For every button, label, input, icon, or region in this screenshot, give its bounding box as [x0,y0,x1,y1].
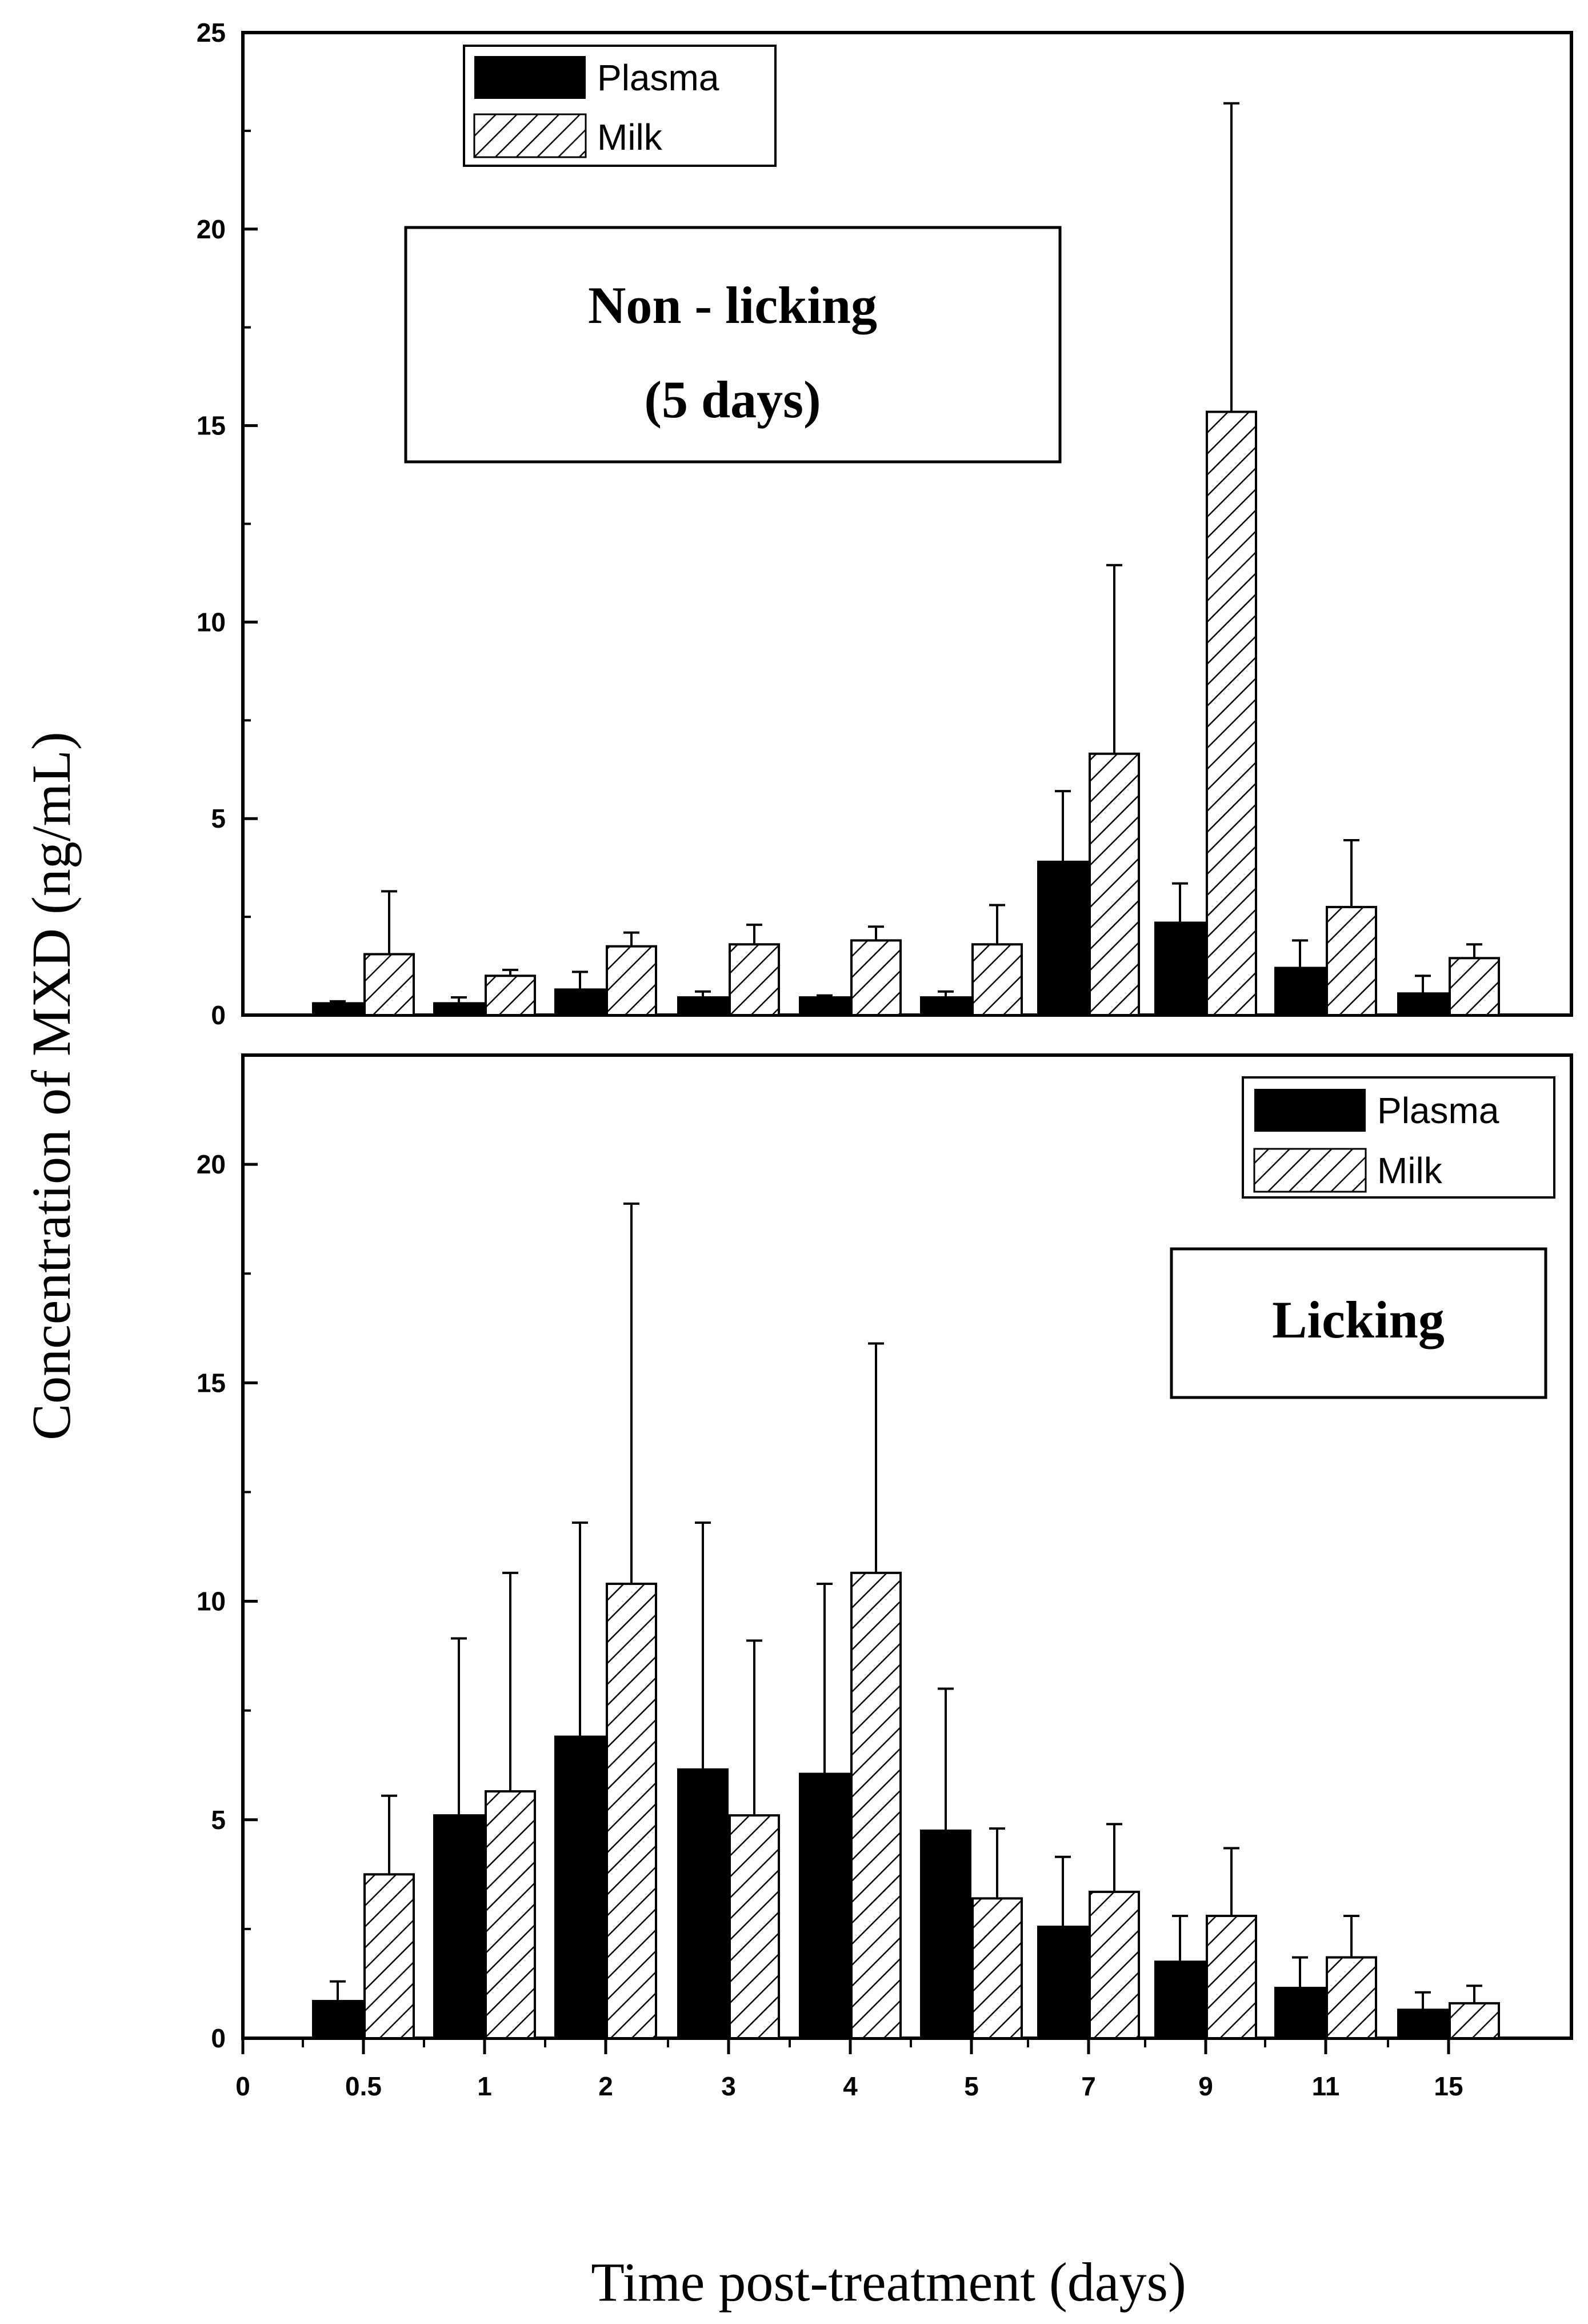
bar-plasma-15 [1397,2008,1449,2039]
bar-plasma-7 [1037,1926,1089,2039]
y-tick-label: 10 [197,607,226,637]
y-tick-label: 20 [197,1149,226,1179]
x-tick-label: 1 [477,2071,492,2101]
annotation-frame [404,226,1062,464]
bar-plasma-1 [433,1002,485,1016]
bar-milk-11 [1326,905,1377,1017]
bars [312,102,1500,1017]
bar-milk-1 [485,1790,536,2039]
y-tick-label: 10 [197,1587,226,1616]
bar-plasma-9 [1154,1960,1206,2039]
y-tick-label: 5 [211,804,226,833]
annotation-line-1: Non - licking [588,276,877,334]
bar-milk-5 [971,1897,1023,2039]
x-tick-label: 9 [1198,2071,1213,2101]
bar-plasma-3 [677,1768,729,2040]
bar-milk-7 [1089,1890,1140,2040]
legend-swatch-plasma [474,56,586,99]
y-tick-label: 5 [211,1805,226,1835]
bar-milk-4 [850,939,902,1016]
x-tick-label: 11 [1312,2071,1340,2101]
legend: Plasma Milk [463,45,777,167]
y-tick-label: 0 [211,2023,226,2053]
bar-plasma-0-5 [312,2000,363,2039]
bar-milk-9 [1206,1914,1257,2040]
panel-licking: 0 5 10 15 20 0 0.5 1 2 3 4 5 7 9 11 15 Plasma Milk Lic… [197,1053,1573,2101]
x-tick-label: 0.5 [345,2071,382,2101]
annotation-line-2: (5 days) [644,370,821,429]
x-tick-label: 3 [721,2071,736,2101]
bar-plasma-11 [1274,1987,1326,2039]
bar-milk-11 [1326,1956,1377,2040]
legend-label-milk: Milk [597,117,663,158]
bars [312,1202,1500,2040]
bar-plasma-11 [1274,967,1326,1017]
bar-milk-2 [606,1582,657,2039]
x-axis-ticks: 0 0.5 1 2 3 4 5 7 9 11 15 [235,2038,1463,2101]
bar-milk-1 [485,975,536,1016]
bar-plasma-0-5 [312,1002,363,1016]
y-axis-ticks: 0 5 10 15 20 25 [197,18,258,1030]
bar-milk-9 [1206,410,1257,1016]
x-axis-title: Time post-treatment (days) [591,2251,1186,2313]
x-tick-label: 0 [235,2071,250,2101]
legend-swatch-plasma [1254,1089,1366,1132]
bar-plasma-4 [799,1772,850,2040]
x-tick-label: 2 [598,2071,613,2101]
y-tick-label: 15 [197,411,226,441]
bar-milk-7 [1089,752,1140,1016]
bar-milk-3 [729,1814,780,2039]
bar-milk-4 [850,1571,902,2040]
panel-non-licking: 0 5 10 15 20 25 Plasma Milk Non - licking (5 … [197,18,1573,1030]
legend-swatch-milk [1253,1148,1367,1193]
bar-plasma-3 [677,996,729,1016]
bar-plasma-9 [1154,921,1206,1016]
annotation-box: Non - licking (5 days) [404,226,1062,464]
bar-plasma-15 [1397,992,1449,1017]
bar-milk-0-5 [363,1873,415,2039]
legend-label-plasma: Plasma [1377,1090,1499,1131]
bar-plasma-5 [920,996,971,1016]
plot-frame [241,31,1573,1017]
legend-label-plasma: Plasma [597,57,719,98]
bar-plasma-5 [920,1829,971,2040]
plot-frame [241,1053,1573,2040]
bar-milk-3 [729,943,780,1017]
annotation-frame [1170,1247,1547,1399]
bar-milk-2 [606,945,657,1017]
bar-plasma-1 [433,1814,485,2039]
y-tick-label: 0 [211,1000,226,1030]
x-tick-label: 15 [1434,2071,1463,2101]
x-tick-label: 4 [843,2071,858,2101]
legend-label-milk: Milk [1377,1150,1443,1191]
annotation-line-1: Licking [1272,1291,1445,1349]
legend-swatch-milk [473,113,587,158]
x-tick-label: 7 [1081,2071,1096,2101]
legend: Plasma Milk [1242,1076,1555,1199]
y-tick-label: 20 [197,214,226,244]
x-tick-label: 5 [964,2071,979,2101]
bar-plasma-2 [554,1735,606,2040]
y-tick-label: 15 [197,1368,226,1397]
y-axis-title: Concentration of MXD (ng/mL) [21,732,82,1440]
y-tick-label: 25 [197,18,226,47]
y-axis-ticks: 0 5 10 15 20 [197,1054,258,2053]
bar-plasma-2 [554,988,606,1017]
bar-milk-5 [971,943,1023,1017]
annotation-box: Licking [1170,1247,1547,1399]
bar-milk-15 [1449,2002,1500,2040]
bar-plasma-7 [1037,860,1089,1017]
bar-plasma-4 [799,996,850,1016]
bar-milk-15 [1449,957,1500,1016]
bar-milk-0-5 [363,953,415,1016]
